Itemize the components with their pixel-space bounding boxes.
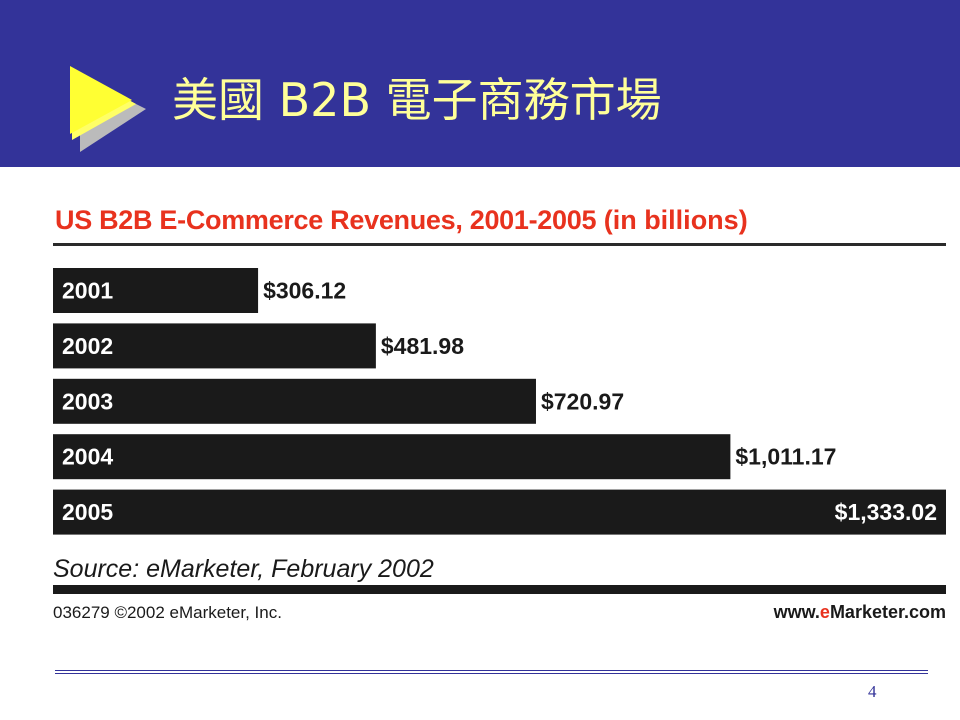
category-label: 2004 — [62, 444, 113, 470]
chart-website: www.eMarketer.com — [774, 600, 946, 624]
chart-copyright: 036279 ©2002 eMarketer, Inc. — [53, 603, 282, 622]
play-arrow-icon — [70, 66, 146, 152]
website-prefix: www. — [773, 602, 820, 622]
header-band — [0, 0, 960, 167]
value-label: $481.98 — [381, 333, 464, 359]
chart-title-main: US B2B E-Commerce Revenues, 2001-2005 — [55, 205, 597, 235]
value-label: $306.12 — [263, 278, 346, 304]
page-number: 4 — [868, 682, 877, 701]
category-label: 2005 — [62, 499, 113, 525]
slide-title: 美國 B2B 電子商務市場 — [172, 73, 662, 127]
bar-2005 — [53, 489, 946, 535]
bar-2001 — [53, 268, 259, 313]
bar-2004 — [53, 434, 731, 480]
category-label: 2001 — [62, 278, 113, 304]
category-label: 2002 — [62, 333, 113, 359]
chart-title: US B2B E-Commerce Revenues, 2001-2005 (i… — [55, 201, 748, 239]
bar-2003 — [53, 378, 536, 424]
chart-source: Source: eMarketer, February 2002 — [53, 555, 434, 583]
value-label: $1,011.17 — [735, 444, 836, 470]
category-label: 2003 — [62, 388, 113, 414]
bar-2002 — [53, 323, 376, 369]
website-suffix: Marketer.com — [829, 602, 946, 622]
chart-title-unit: (in billions) — [603, 205, 748, 235]
value-label: $720.97 — [541, 388, 624, 414]
chart-bottom-rule — [53, 585, 946, 594]
value-label: $1,333.02 — [835, 499, 937, 525]
footer-rule — [55, 670, 928, 674]
website-accent: e — [819, 602, 830, 622]
chart-top-rule — [53, 243, 946, 246]
